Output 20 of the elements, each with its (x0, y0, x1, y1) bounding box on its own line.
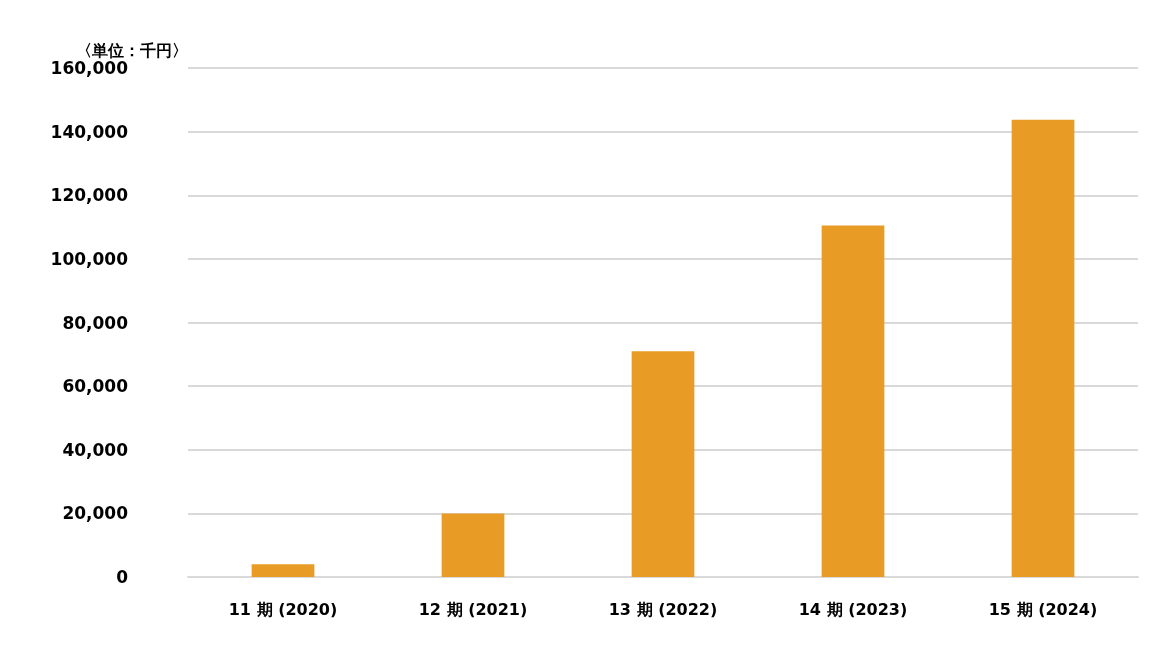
bar (1011, 119, 1075, 577)
y-tick-label: 0 (116, 567, 129, 587)
x-tick-label: 11 期 (2020) (228, 599, 338, 619)
x-tick-label: 15 期 (2024) (988, 599, 1098, 619)
y-tick-label: 100,000 (50, 248, 129, 269)
x-tick-label: 12 期 (2021) (418, 599, 528, 619)
bar (251, 564, 315, 577)
y-tick-label: 140,000 (50, 121, 129, 142)
y-axis-title: 〈単位：千円〉 (76, 40, 188, 60)
bar (441, 513, 505, 577)
y-tick-label: 40,000 (62, 439, 129, 460)
y-tick-label: 80,000 (62, 312, 129, 333)
bar (631, 351, 695, 577)
y-tick-label: 160,000 (50, 58, 129, 78)
y-tick-label: 120,000 (50, 185, 129, 206)
x-tick-label: 13 期 (2022) (608, 599, 718, 619)
bar (821, 225, 885, 577)
x-tick-label: 14 期 (2023) (798, 599, 908, 619)
y-tick-label: 20,000 (62, 503, 129, 524)
y-tick-label: 60,000 (62, 376, 129, 397)
